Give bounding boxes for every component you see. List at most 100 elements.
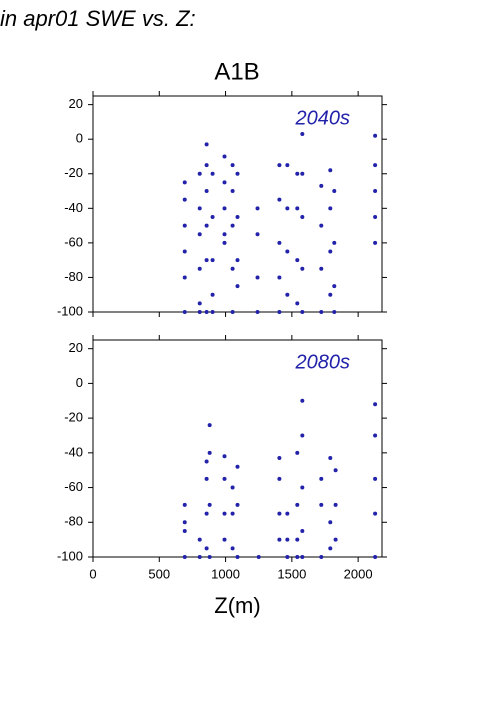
point bbox=[204, 476, 209, 481]
point bbox=[319, 555, 324, 559]
point bbox=[222, 206, 227, 211]
point bbox=[222, 537, 227, 542]
point bbox=[295, 258, 300, 263]
y-tick-label: -20 bbox=[64, 165, 83, 180]
point bbox=[295, 206, 300, 211]
point bbox=[332, 240, 337, 245]
point bbox=[182, 275, 187, 280]
point bbox=[204, 459, 209, 464]
x-tick-label: 1500 bbox=[277, 566, 306, 581]
point bbox=[277, 163, 282, 168]
point bbox=[204, 546, 209, 551]
point bbox=[328, 249, 333, 254]
point bbox=[319, 183, 324, 188]
point bbox=[319, 223, 324, 228]
point bbox=[332, 284, 337, 289]
point bbox=[230, 163, 235, 168]
point bbox=[373, 402, 378, 407]
point bbox=[197, 537, 202, 542]
x-tick-label: 1000 bbox=[211, 566, 240, 581]
point bbox=[255, 206, 260, 211]
point bbox=[300, 266, 305, 271]
point bbox=[277, 476, 282, 481]
point bbox=[207, 450, 212, 455]
point bbox=[328, 520, 333, 525]
point bbox=[204, 142, 209, 147]
point bbox=[222, 454, 227, 459]
point bbox=[182, 520, 187, 525]
point bbox=[332, 189, 337, 194]
point bbox=[277, 456, 282, 461]
point bbox=[207, 502, 212, 507]
point bbox=[207, 555, 212, 559]
y-tick-label: -100 bbox=[57, 548, 83, 563]
point bbox=[204, 511, 209, 516]
point bbox=[319, 266, 324, 271]
point bbox=[235, 258, 240, 263]
point bbox=[197, 555, 202, 559]
point bbox=[207, 423, 212, 428]
point bbox=[235, 284, 240, 289]
chart-title: A1B bbox=[214, 58, 259, 85]
annotation: 2040s bbox=[295, 107, 351, 129]
point bbox=[373, 214, 378, 219]
point bbox=[197, 266, 202, 271]
point bbox=[182, 249, 187, 254]
y-tick-label: -60 bbox=[64, 479, 83, 494]
point bbox=[197, 206, 202, 211]
point bbox=[285, 555, 290, 559]
point bbox=[235, 171, 240, 176]
point bbox=[255, 310, 260, 314]
point bbox=[319, 502, 324, 507]
point bbox=[319, 310, 324, 314]
point bbox=[235, 214, 240, 219]
point bbox=[230, 485, 235, 490]
point bbox=[230, 266, 235, 271]
point bbox=[235, 502, 240, 507]
point bbox=[222, 476, 227, 481]
point bbox=[285, 206, 290, 211]
point bbox=[328, 292, 333, 297]
point bbox=[230, 546, 235, 551]
point bbox=[255, 232, 260, 237]
point bbox=[222, 154, 227, 159]
point bbox=[285, 511, 290, 516]
point bbox=[300, 310, 305, 314]
point bbox=[277, 511, 282, 516]
point bbox=[277, 310, 282, 314]
point bbox=[204, 189, 209, 194]
y-tick-label: -40 bbox=[64, 200, 83, 215]
point bbox=[285, 537, 290, 542]
point bbox=[328, 168, 333, 173]
point bbox=[373, 433, 378, 438]
y-tick-label: -100 bbox=[57, 303, 83, 318]
x-tick-label: 0 bbox=[89, 566, 96, 581]
point bbox=[182, 197, 187, 202]
point bbox=[277, 240, 282, 245]
point bbox=[182, 310, 187, 314]
point bbox=[230, 189, 235, 194]
x-tick-label: 2000 bbox=[344, 566, 373, 581]
annotation: 2080s bbox=[295, 351, 351, 373]
point bbox=[210, 310, 215, 314]
point bbox=[295, 301, 300, 306]
point bbox=[295, 502, 300, 507]
point bbox=[300, 132, 305, 137]
point bbox=[300, 485, 305, 490]
point bbox=[182, 528, 187, 533]
point bbox=[210, 292, 215, 297]
point bbox=[256, 555, 261, 559]
point bbox=[295, 450, 300, 455]
point bbox=[204, 163, 209, 168]
point bbox=[328, 456, 333, 461]
point bbox=[285, 249, 290, 254]
y-tick-label: -60 bbox=[64, 234, 83, 249]
point bbox=[332, 310, 337, 314]
point bbox=[300, 171, 305, 176]
y-tick-label: 0 bbox=[76, 375, 83, 390]
point bbox=[300, 214, 305, 219]
point bbox=[197, 310, 202, 314]
point bbox=[222, 511, 227, 516]
y-tick-label: 20 bbox=[69, 340, 83, 355]
point bbox=[328, 206, 333, 211]
